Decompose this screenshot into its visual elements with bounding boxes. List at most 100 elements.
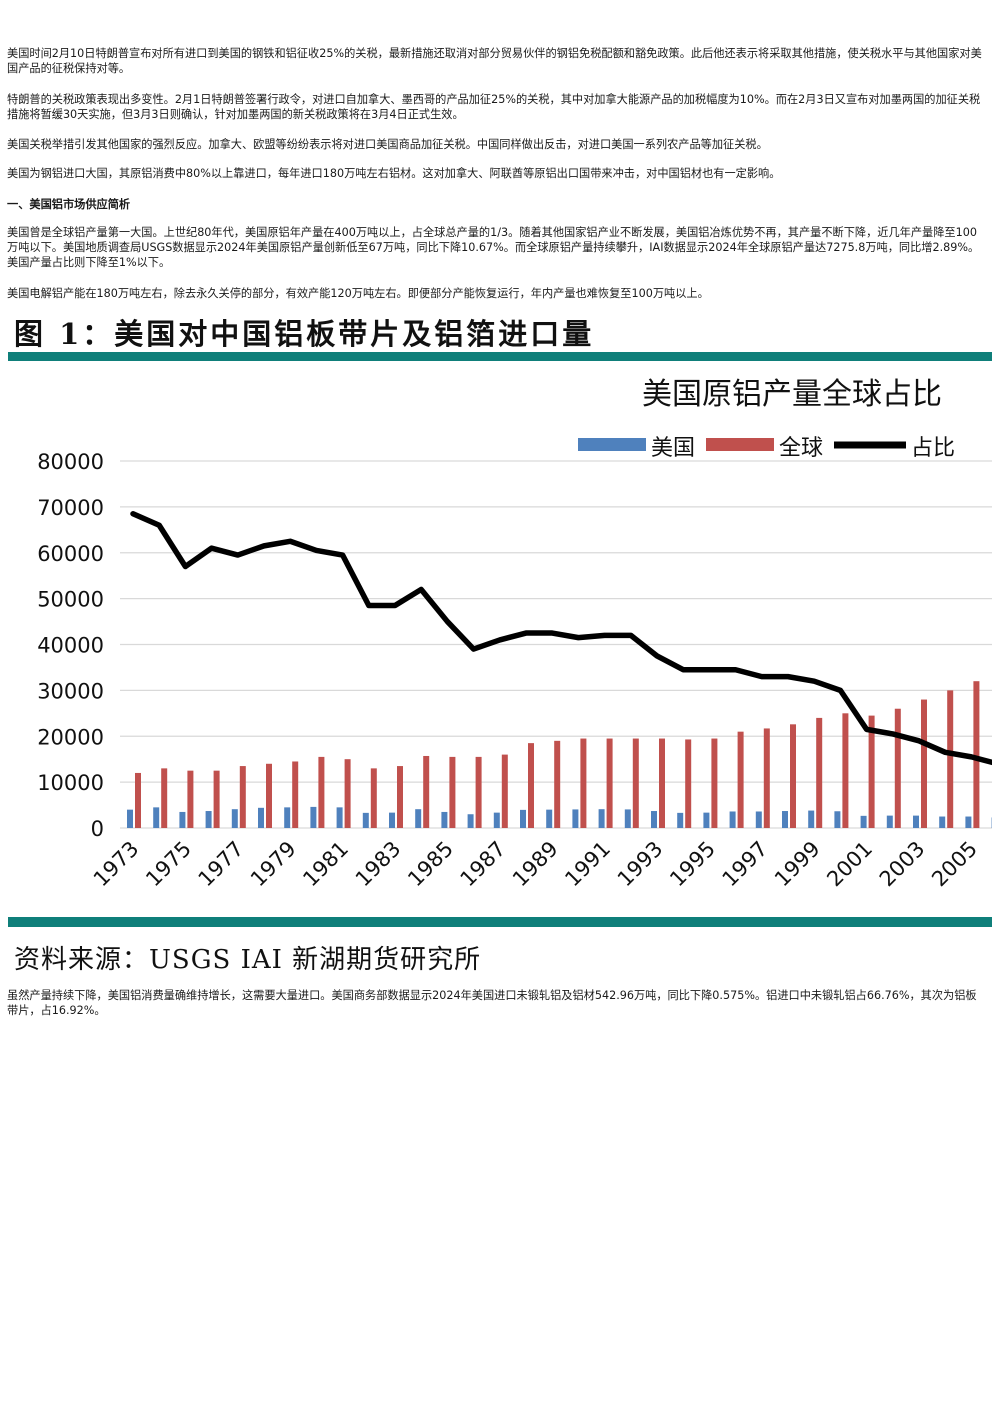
bar-us-1995 [703,812,710,828]
legend-swatch-0 [578,438,646,451]
y-tick-label: 80000 [37,450,104,474]
bar-global-1997 [763,728,770,828]
x-tick-label: 1991 [560,837,615,892]
bar-us-1973 [127,809,133,828]
bar-us-1976 [205,811,212,828]
paragraph-production-history: 美国曾是全球铝产量第一大国。上世纪80年代，美国原铝年产量在400万吨以上，占全… [7,226,980,269]
bar-us-1974 [153,807,160,828]
bar-global-1973 [135,772,141,828]
bar-global-1992 [632,738,639,828]
bar-us-1982 [362,812,369,828]
bar-global-2005 [973,681,980,828]
legend-label-0: 美国 [651,436,695,461]
figure-source: 资料来源：USGS IAI 新湖期货研究所 [14,945,482,975]
x-tick-label: 1993 [613,837,668,892]
bar-global-2004 [947,690,954,828]
bar-global-1999 [816,717,823,828]
bar-global-1988 [528,743,534,828]
x-tick-label: 2005 [927,837,982,892]
legend-label-2: 占比 [911,436,955,461]
paragraph-tariff-volatility: 特朗普的关税政策表现出多变性。2月1日特朗普签署行政令，对进口自加拿大、墨西哥的… [7,93,981,121]
bar-global-1978 [266,763,272,828]
bar-us-1996 [729,811,736,828]
bar-global-1980 [318,756,325,828]
bar-us-2001 [860,815,867,828]
bar-global-1990 [580,738,587,828]
y-tick-label: 10000 [37,771,104,795]
legend-label-1: 全球 [779,436,823,461]
figure-top-rule [8,352,992,361]
bar-us-1984 [415,809,422,828]
bar-global-1986 [475,756,482,828]
x-tick-label: 1985 [403,837,458,892]
y-tick-label: 40000 [37,634,104,658]
x-tick-label: 1987 [456,837,511,892]
x-tick-label: 1975 [141,837,196,892]
y-tick-label: 20000 [37,725,104,749]
bar-us-1975 [179,811,186,828]
bar-global-1987 [501,754,508,828]
bar-us-1993 [651,811,657,828]
y-tick-label: 60000 [37,542,104,566]
bar-us-1987 [493,812,500,828]
bar-global-1985 [449,756,456,828]
bar-global-1981 [344,759,351,828]
bar-us-2004 [939,816,946,828]
bar-global-1991 [606,738,613,828]
bar-us-1983 [389,812,395,828]
bar-us-1994 [677,812,684,828]
paragraph-capacity: 美国电解铝产能在180万吨左右，除去永久关停的部分，有效产能120万吨左右。即便… [7,287,709,300]
bar-us-1990 [572,809,579,828]
x-tick-label: 1973 [89,837,144,892]
bar-global-1979 [292,761,299,828]
x-tick-label: 1983 [351,837,406,892]
bar-global-1993 [659,738,665,828]
x-tick-label: 2001 [822,837,877,892]
bar-us-1999 [808,810,815,828]
bar-us-1985 [441,811,448,828]
bar-global-1998 [790,724,796,828]
bar-us-1986 [467,814,474,828]
paragraph-import-dependence: 美国为钢铝进口大国，其原铝消费中80%以上靠进口，每年进口180万吨左右铝材。这… [7,167,781,180]
bar-us-1997 [755,811,762,828]
x-tick-label: 1981 [298,837,353,892]
bar-global-2001 [868,715,875,828]
x-tick-label: 1977 [194,837,249,892]
x-tick-label: 2003 [875,837,930,892]
bar-global-1974 [161,768,168,828]
bar-us-2002 [886,815,893,828]
bar-us-2005 [965,816,972,828]
bar-us-1980 [310,806,317,828]
x-tick-label: 1999 [770,837,825,892]
paragraph-reactions: 美国关税举措引发其他国家的强烈反应。加拿大、欧盟等纷纷表示将对进口美国商品加征关… [7,138,768,151]
bar-us-1981 [336,807,343,828]
y-tick-label: 50000 [37,588,104,612]
paragraph-consumption-imports: 虽然产量持续下降，美国铝消费量确维持增长，这需要大量进口。美国商务部数据显示20… [7,989,977,1017]
bar-global-2000 [842,713,849,828]
bar-us-1991 [598,809,605,828]
figure-title: 图 1：美国对中国铝板带片及铝箔进口量 [14,317,595,351]
x-tick-label: 1989 [508,837,563,892]
section-heading: 一、美国铝市场供应简析 [7,198,131,211]
bar-global-1989 [554,740,561,828]
bar-us-1989 [546,809,553,828]
x-tick-label: 1995 [665,837,720,892]
bar-global-1984 [423,755,430,828]
bar-us-1978 [258,807,264,828]
bar-us-1998 [782,811,788,828]
series-line-share [130,511,992,766]
bar-global-2002 [894,708,901,828]
x-tick-label: 1979 [246,837,301,892]
x-tick-label: 1997 [718,837,773,892]
figure-bottom-rule [8,917,992,927]
bar-us-1988 [520,809,526,828]
y-tick-label: 30000 [37,679,104,703]
bar-global-2003 [921,699,927,828]
bar-us-2003 [913,815,919,828]
bar-us-1977 [231,809,238,828]
bar-global-1996 [737,731,744,828]
bar-us-2000 [834,811,841,828]
bar-global-1977 [239,766,246,828]
bar-us-1979 [284,807,291,828]
